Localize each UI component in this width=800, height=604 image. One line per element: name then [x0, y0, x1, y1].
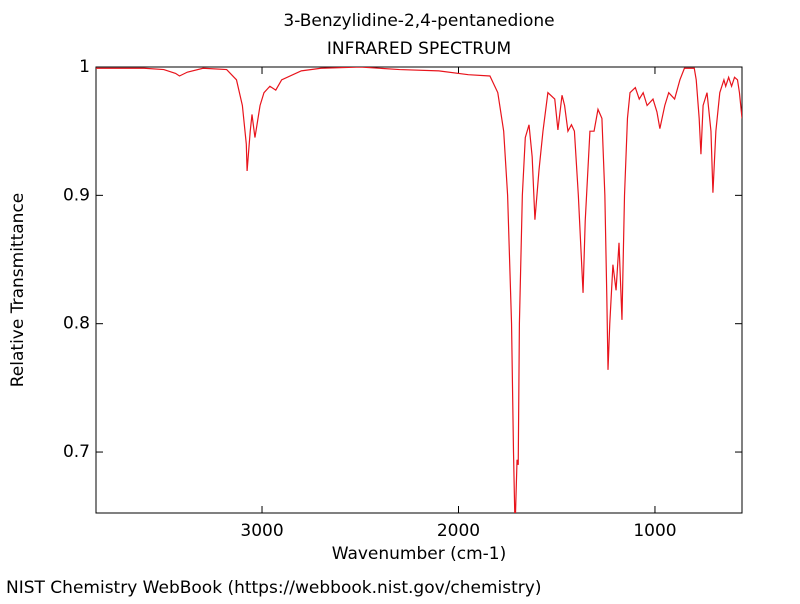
- chart-title: 3-Benzylidine-2,4-pentanedione: [283, 11, 554, 31]
- spectrum-line: [96, 67, 742, 513]
- x-tick-label: 2000: [437, 521, 480, 541]
- x-axis-label: Wavenumber (cm-1): [332, 544, 507, 564]
- chart-subtitle: INFRARED SPECTRUM: [327, 39, 511, 59]
- y-tick-label: 0.8: [63, 314, 90, 334]
- y-axis-label: Relative Transmittance: [8, 193, 28, 388]
- source-note: NIST Chemistry WebBook (https://webbook.…: [6, 578, 541, 598]
- y-tick-label: 1: [79, 57, 90, 77]
- x-tick-label: 1000: [633, 521, 676, 541]
- y-tick-label: 0.7: [63, 442, 90, 462]
- x-tick-label: 3000: [240, 521, 283, 541]
- plot-frame: [95, 66, 743, 514]
- y-tick-label: 0.9: [63, 185, 90, 205]
